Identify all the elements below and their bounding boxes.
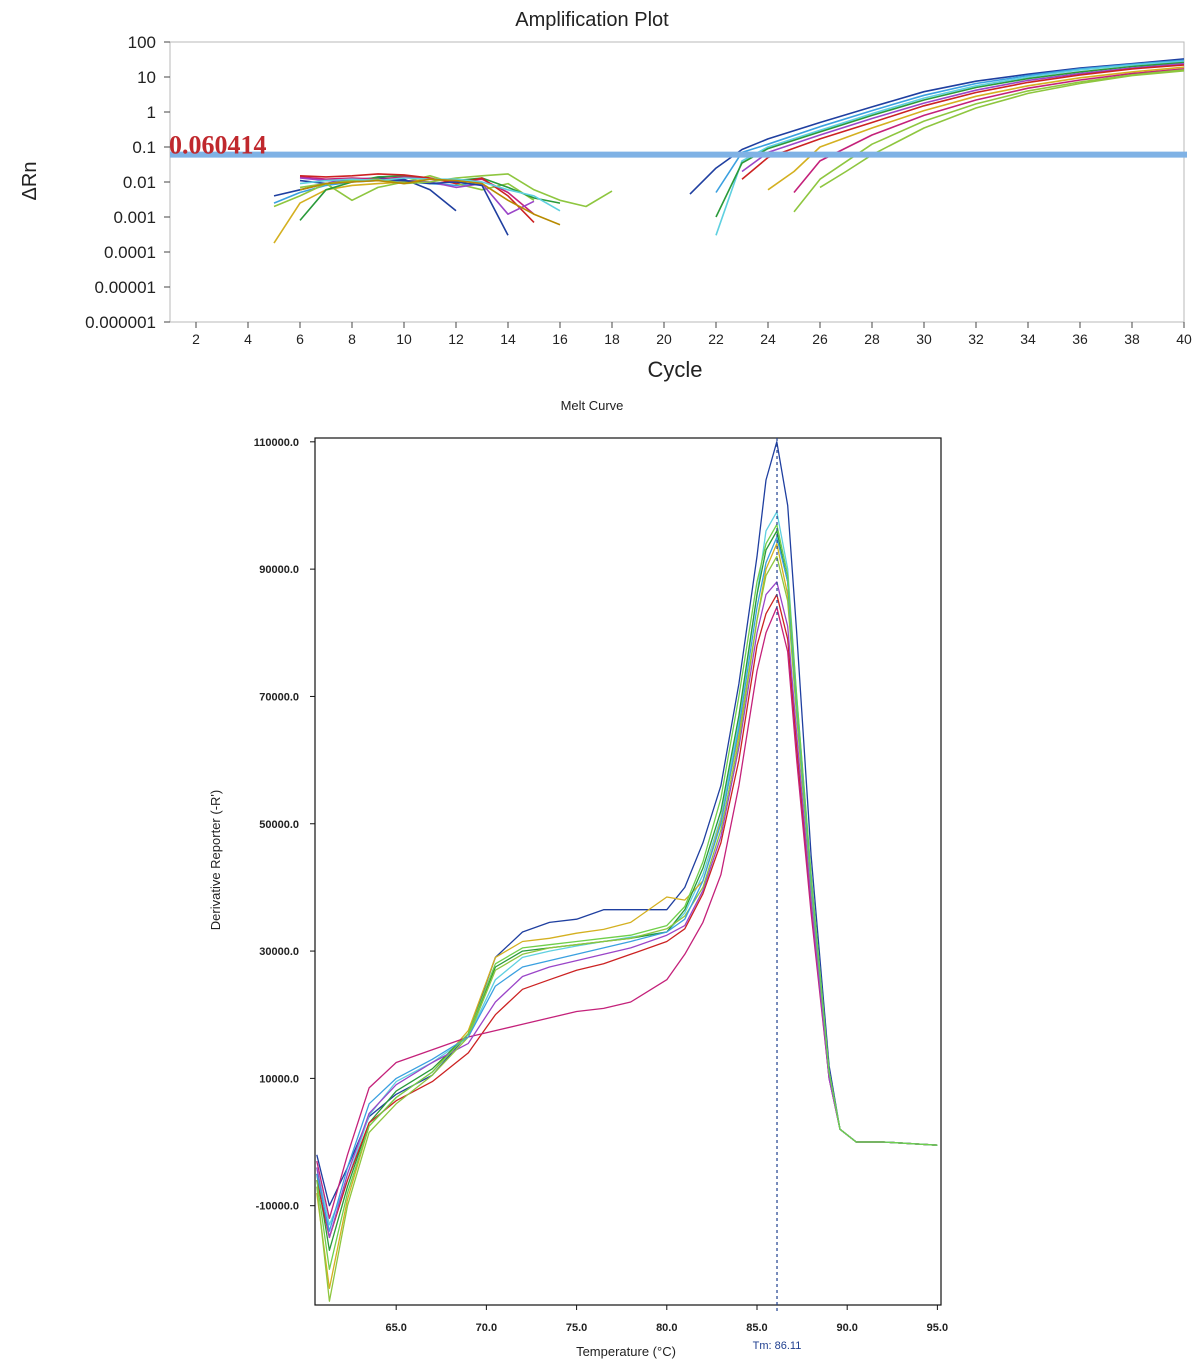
amplification-x-tick-label: 8 — [348, 331, 356, 347]
melt-x-tick-label: 75.0 — [566, 1322, 587, 1334]
threshold-group: 0.060414 — [169, 131, 1187, 160]
amplification-x-tick-label: 30 — [916, 331, 932, 347]
melt-series-line-10 — [316, 523, 938, 1271]
amplification-series-line-19 — [767, 66, 1185, 191]
amplification-series-line-7 — [299, 173, 535, 223]
amplification-x-tick-label: 12 — [448, 331, 464, 347]
amplification-x-axis-label: Cycle — [647, 357, 702, 382]
amplification-x-tick-label: 18 — [604, 331, 620, 347]
amplification-series-line-21 — [793, 69, 1185, 213]
melt-y-tick-label: -10000.0 — [256, 1201, 299, 1213]
amplification-x-tick-label: 20 — [656, 331, 672, 347]
amplification-axes: 100 10 1 0.1 0.01 0.001 0.0001 0.00001 0.000001 2… — [85, 33, 1192, 347]
amplification-y-tick-label: 0.01 — [123, 173, 156, 192]
amplification-x-tick-label: 22 — [708, 331, 724, 347]
amplification-x-tick-label: 6 — [296, 331, 304, 347]
amplification-series-line-18 — [741, 64, 1185, 180]
melt-y-tick-label: 90000.0 — [259, 564, 299, 576]
melt-y-axis-label: Derivative Reporter (-R') — [208, 790, 223, 930]
amplification-series-line-12 — [299, 178, 561, 226]
melt-series-line-6 — [316, 606, 938, 1220]
amplification-x-tick-label: 34 — [1020, 331, 1036, 347]
amplification-series-line-10 — [299, 173, 613, 208]
amplification-series-line-17 — [741, 62, 1185, 173]
melt-y-tick-label: 30000.0 — [259, 946, 299, 958]
amplification-y-tick-label: 0.1 — [132, 138, 156, 157]
melt-y-tick-label: 110000.0 — [254, 437, 299, 449]
amplification-x-tick-label: 28 — [864, 331, 880, 347]
amplification-x-tick-label: 14 — [500, 331, 516, 347]
amplification-plot-title: Amplification Plot — [515, 9, 669, 31]
melt-series-line-5 — [316, 593, 938, 1239]
melt-x-tick-label: 85.0 — [746, 1322, 767, 1334]
amplification-y-tick-label: 10 — [137, 68, 156, 87]
melt-x-tick-label: 90.0 — [836, 1322, 857, 1334]
amplification-x-tick-label: 26 — [812, 331, 828, 347]
melt-axes: 110000.0 90000.0 70000.0 50000.0 30000.0 1000… — [254, 437, 948, 1352]
amplification-x-tick-label: 10 — [396, 331, 412, 347]
melt-y-tick-label: 10000.0 — [259, 1073, 299, 1085]
amplification-x-tick-label: 32 — [968, 331, 984, 347]
melt-curve-plot: Melt Curve 110000.0 90000.0 70000.0 50000.0… — [208, 398, 948, 1359]
melt-plot-frame — [314, 437, 942, 1306]
melt-series-line-9 — [316, 536, 938, 1232]
amplification-y-tick-label: 0.000001 — [85, 313, 156, 332]
melt-series-line-7 — [316, 581, 938, 1239]
threshold-value-label: 0.060414 — [169, 131, 267, 160]
melt-x-axis-label: Temperature (°C) — [576, 1344, 676, 1359]
amplification-y-tick-label: 0.00001 — [95, 278, 156, 297]
amplification-x-tick-label: 4 — [244, 331, 252, 347]
amplification-series-line-22 — [819, 70, 1185, 189]
amplification-series-line-15 — [715, 60, 1185, 236]
amplification-plot-frame — [169, 41, 1185, 323]
melt-x-tick-label: 65.0 — [385, 1322, 406, 1334]
amplification-series-group — [273, 58, 1185, 244]
melt-series-line-3 — [316, 543, 938, 1290]
melt-series-group — [316, 441, 938, 1302]
amplification-series-line-14 — [715, 59, 1185, 193]
amplification-x-tick-label: 2 — [192, 331, 200, 347]
melt-y-tick-label: 70000.0 — [259, 691, 299, 703]
amplification-x-tick-label: 16 — [552, 331, 568, 347]
tm-value-label: Tm: 86.11 — [753, 1340, 802, 1352]
amplification-plot: Amplification Plot 100 10 1 0.1 0.01 0.001 0.0… — [19, 9, 1192, 382]
melt-series-line-8 — [316, 555, 938, 1302]
melt-series-line-1 — [316, 441, 938, 1207]
amplification-x-tick-label: 24 — [760, 331, 776, 347]
melt-series-line-2 — [316, 511, 938, 1226]
melt-x-tick-label: 95.0 — [927, 1322, 948, 1334]
amplification-y-tick-label: 1 — [147, 103, 156, 122]
melt-series-line-4 — [316, 530, 938, 1251]
amplification-y-tick-label: 0.001 — [113, 208, 156, 227]
amplification-y-axis-label: ΔRn — [19, 162, 41, 201]
amplification-x-tick-label: 38 — [1124, 331, 1140, 347]
melt-curve-title: Melt Curve — [561, 398, 624, 413]
amplification-series-line-4 — [273, 175, 535, 208]
amplification-x-tick-label: 40 — [1176, 331, 1192, 347]
amplification-x-tick-label: 36 — [1072, 331, 1088, 347]
melt-x-tick-label: 70.0 — [476, 1322, 497, 1334]
amplification-y-tick-label: 100 — [128, 33, 156, 52]
melt-y-tick-label: 50000.0 — [259, 819, 299, 831]
amplification-series-line-3 — [273, 178, 431, 244]
melt-x-tick-label: 80.0 — [656, 1322, 677, 1334]
amplification-y-tick-label: 0.0001 — [104, 243, 156, 262]
